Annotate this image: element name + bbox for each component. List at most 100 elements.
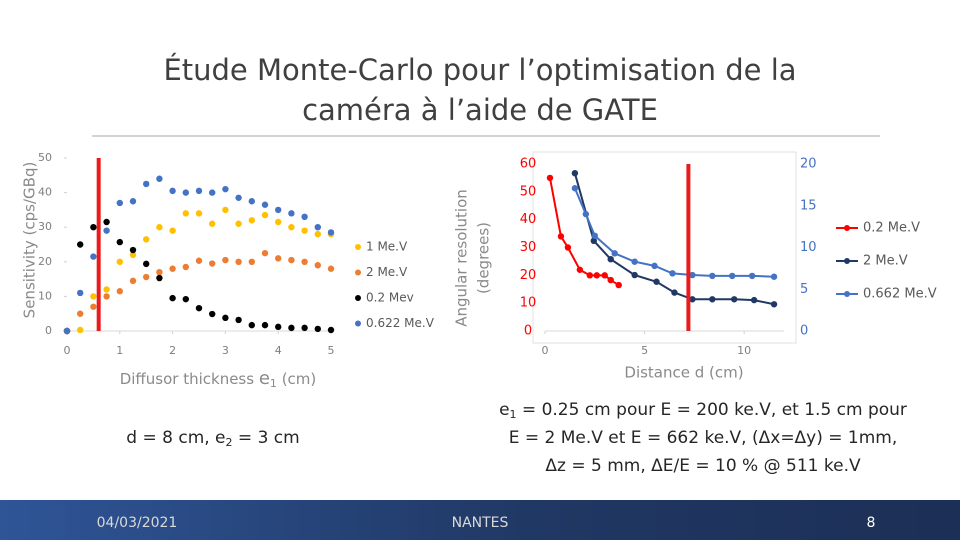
data-point [116, 199, 124, 207]
text: = 3 cm [233, 428, 300, 448]
legend-label: 0.2 Me.V [863, 221, 920, 236]
data-point [235, 316, 242, 324]
data-point [314, 224, 321, 231]
footer-page: 8 [867, 515, 876, 531]
sub: 1 [510, 408, 517, 421]
data-point [235, 194, 242, 201]
y-tick-label: 30 [38, 220, 52, 233]
x-axis-title-text: Diffusor thickness [120, 370, 255, 388]
data-point [288, 324, 295, 332]
data-point [209, 220, 216, 227]
data-point [671, 289, 678, 296]
data-point [301, 258, 308, 265]
data-point [590, 237, 597, 245]
x-tick-label: 5 [641, 344, 648, 357]
y-tick-label: 0 [45, 324, 52, 337]
legend-swatch [844, 258, 850, 264]
data-point [261, 201, 269, 208]
data-point [631, 271, 638, 279]
data-point [129, 198, 137, 205]
y2-tick-label: 15 [800, 198, 817, 213]
x-tick-label: 0 [64, 344, 71, 357]
y-axis-title: Angular resolution [453, 189, 471, 327]
data-point [248, 321, 255, 329]
data-point [557, 233, 565, 240]
data-point [301, 227, 308, 234]
data-point [90, 253, 97, 260]
data-point [222, 314, 229, 322]
data-point [748, 272, 756, 280]
data-point [182, 189, 189, 196]
x-axis-unit: (cm) [282, 370, 317, 388]
text: d = 8 cm, e [126, 428, 225, 448]
y-tick-label: 50 [520, 184, 537, 199]
series-line [548, 177, 620, 286]
data-point [288, 224, 295, 231]
data-point [651, 262, 658, 270]
data-point [593, 272, 600, 279]
legend-label: 0.622 Me.V [366, 316, 435, 330]
y-tick-label: 10 [520, 296, 537, 311]
x-tick-label: 10 [737, 344, 751, 357]
y-axis-title: (degrees) [475, 222, 493, 294]
y-tick-label: 50 [38, 151, 52, 164]
data-point [169, 265, 176, 272]
x-tick-label: 0 [542, 344, 549, 357]
y2-tick-label: 10 [800, 240, 817, 255]
data-point [564, 244, 572, 251]
title-line: caméra à l’aide de GATE [302, 93, 658, 127]
data-point [601, 272, 608, 279]
data-point [209, 310, 216, 318]
data-point [571, 169, 579, 177]
x-axis-var: e [259, 368, 270, 389]
data-point [607, 255, 614, 263]
y-tick-label: 20 [38, 255, 52, 268]
data-point [576, 266, 584, 273]
data-point [669, 270, 676, 277]
data-point [116, 238, 124, 246]
data-point [275, 206, 282, 214]
data-point [261, 211, 269, 219]
data-point [209, 189, 216, 196]
x-axis-title: Diffusor thickness e1 (cm) [120, 368, 317, 393]
data-point [116, 258, 124, 265]
x-axis-title: Distance d (cm) [624, 364, 743, 382]
plot-frame [532, 151, 797, 344]
legend-label: 0.2 Mev [366, 291, 414, 305]
y2-tick-label: 0 [800, 324, 808, 339]
legend-swatch [355, 320, 361, 327]
data-point [143, 260, 150, 268]
footer-bar [0, 500, 960, 540]
data-point [129, 246, 137, 254]
data-point [770, 301, 778, 308]
data-point [182, 295, 189, 303]
x-tick-label: 2 [169, 344, 176, 357]
data-point [591, 232, 598, 240]
legend-swatch [355, 295, 361, 301]
data-point [169, 294, 176, 302]
y-tick-label: 30 [520, 240, 537, 255]
data-point [195, 210, 203, 217]
data-point [611, 250, 618, 257]
data-point [182, 263, 189, 271]
data-point [77, 326, 84, 334]
data-point [586, 272, 594, 279]
data-point [143, 236, 150, 243]
data-point [689, 296, 696, 303]
data-point [327, 265, 335, 272]
data-point [631, 258, 638, 265]
right-text: E = 2 Me.V et E = 662 ke.V, (Δx=Δy) = 1m… [509, 428, 898, 448]
footer-date: 04/03/2021 [97, 515, 178, 531]
data-point [709, 272, 716, 280]
x-tick-label: 1 [116, 344, 123, 357]
x-tick-label: 4 [275, 344, 282, 357]
legend-label: 0.662 Me.V [863, 287, 937, 302]
data-point [77, 241, 84, 248]
y-tick-label: 10 [38, 289, 52, 302]
y2-tick-label: 5 [800, 282, 808, 297]
var: e [499, 400, 509, 420]
data-point [288, 256, 295, 264]
data-point [729, 272, 736, 280]
data-point [235, 220, 242, 227]
